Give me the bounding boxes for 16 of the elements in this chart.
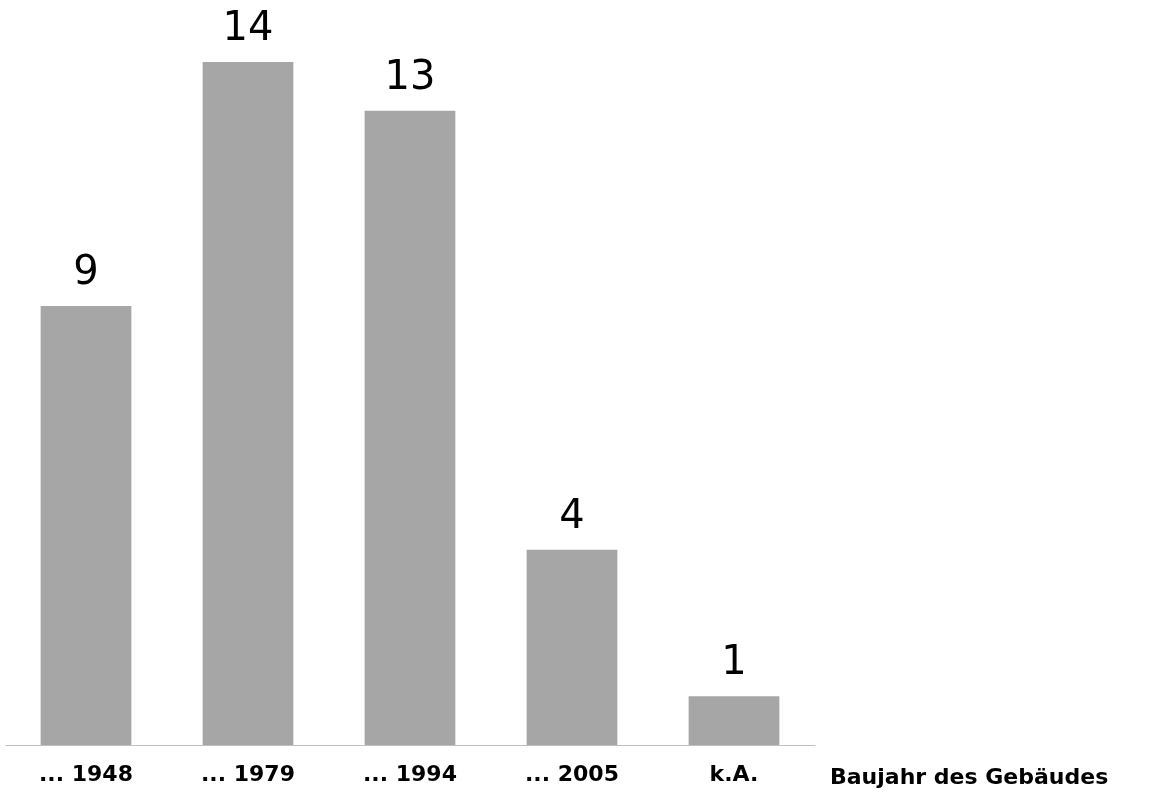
x-axis-title: Baujahr des Gebäudes [830, 764, 1109, 789]
data-label: 4 [559, 490, 585, 537]
bar [40, 305, 132, 745]
x-tick-label: ... 1979 [201, 760, 295, 786]
x-tick-label: k.A. [709, 760, 759, 786]
data-label: 9 [73, 246, 99, 293]
bar [688, 696, 780, 745]
data-label: 14 [222, 3, 274, 49]
bar [364, 110, 456, 745]
data-label: 1 [721, 637, 747, 684]
bar [526, 549, 618, 745]
data-label: 13 [384, 51, 436, 98]
bar [202, 62, 294, 745]
x-tick-label: ... 2005 [525, 760, 619, 786]
x-tick-label: ... 1948 [39, 760, 133, 786]
x-tick-label: ... 1994 [363, 760, 457, 786]
